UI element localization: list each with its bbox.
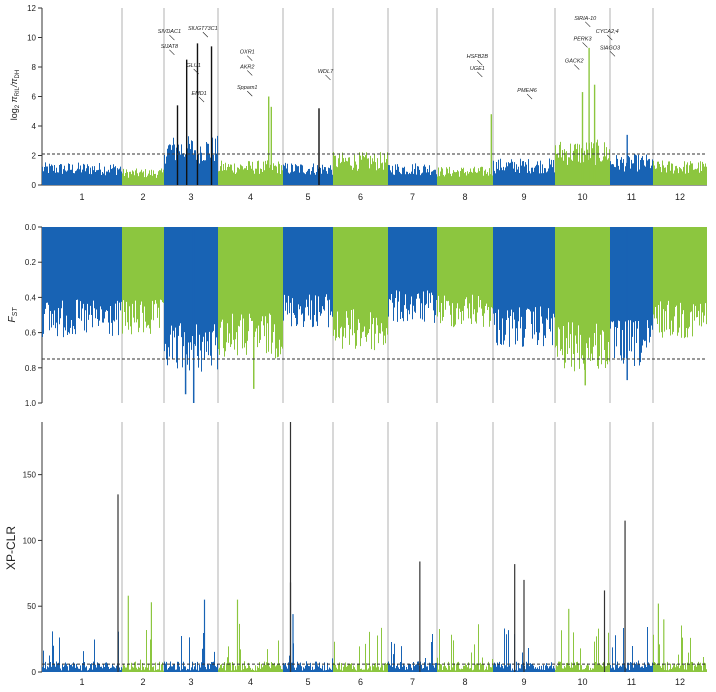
chromosome-label: 11 [627,677,636,687]
gene-label: EMD1 [191,91,206,97]
y-tick-label: 1.0 [25,399,37,408]
gene-label-pointer [477,59,483,66]
gene-label-pointer [169,34,175,41]
y-tick-label: 6 [32,93,37,102]
y-tick-label: 0.8 [25,364,37,373]
pi-ratio-y-axis-label: log2 πRIL/πDH [9,70,21,120]
fst-y-axis-label: FST [7,307,19,323]
gene-label-pointer [247,55,253,61]
chromosome-label: 12 [675,677,685,687]
gene-label-pointer [247,90,253,97]
chromosome-label: 6 [358,677,363,687]
gene-label-pointer [247,70,253,76]
chromosome-label: 10 [577,192,587,202]
chromosome-label: 8 [462,192,467,202]
gene-label: GACK2 [565,59,584,65]
y-tick-label: 0.2 [25,258,37,267]
gene-label-pointer [526,93,533,100]
xpclr-y-axis-label: XP-CLR [4,526,18,570]
gene-label: AKR2 [239,64,254,70]
gene-label: SlVDAC1 [158,29,181,35]
chromosome-label: 2 [140,192,145,202]
y-tick-label: 12 [27,4,36,13]
gene-label-pointer [202,31,209,38]
gene-label: CYCA2;4 [596,29,619,35]
y-tick-label: 0 [32,181,37,190]
chromosome-label: 3 [188,677,193,687]
y-tick-label: 4 [32,122,37,131]
gene-label: WDL7 [318,69,334,75]
gene-label-pointer [169,49,175,56]
y-tick-label: 8 [32,63,37,72]
chromosome-label: 7 [410,192,415,202]
gene-label-pointer [585,21,591,28]
chromosome-label: 7 [410,677,415,687]
y-tick-label: 50 [27,602,36,611]
chromosome-label: 11 [627,192,636,202]
gene-label: GLU1 [187,63,201,69]
chromosome-label: 1 [79,192,84,202]
gene-label: PERK3 [573,36,592,42]
chromosome-label: 3 [188,192,193,202]
chromosome-label: 6 [358,192,363,202]
gene-label: SlRIA-10 [574,16,597,22]
gene-label-pointer [198,96,205,103]
y-tick-label: 150 [23,471,37,480]
chromosome-label: 5 [305,677,310,687]
chromosome-label: 4 [248,677,253,687]
chromosome-label: 9 [521,192,526,202]
gene-label: SlUGT73C1 [188,26,218,32]
y-tick-label: 0.0 [25,223,37,232]
chromosome-label: 2 [140,677,145,687]
chromosome-label: 5 [305,192,310,202]
gene-label: HSFB2B [467,54,489,60]
gene-label-pointer [325,74,331,81]
gene-label: Sppam1 [237,85,258,91]
y-tick-label: 0.6 [25,329,37,338]
gene-label-pointer [193,68,199,75]
y-tick-label: 0 [32,668,37,677]
fst-panel: 0.0 0.2 0.4 0.6 0.8 1.0 [25,223,707,408]
gene-label-pointer [582,42,588,48]
gene-label-pointer [609,51,616,57]
gene-label: OXR1 [240,50,255,56]
y-tick-label: 0.4 [25,293,37,302]
chromosome-label: 9 [521,677,526,687]
gene-label: SlJAT8 [161,44,179,50]
gene-label: SlAGO3 [600,45,621,51]
chromosome-label: 10 [577,677,587,687]
y-tick-label: 10 [27,34,36,43]
chromosome-label: 1 [79,677,84,687]
chromosome-label: 4 [248,192,253,202]
gene-label-pointer [607,34,613,41]
gene-label: PMEI46 [517,88,538,94]
gene-label-pointer [574,64,580,70]
chromosome-label: 12 [675,192,685,202]
gene-label-pointer [477,71,483,78]
y-tick-label: 100 [23,536,37,545]
y-tick-label: 2 [32,152,37,161]
chromosome-label: 8 [462,677,467,687]
gene-label: UGE1 [470,66,485,72]
